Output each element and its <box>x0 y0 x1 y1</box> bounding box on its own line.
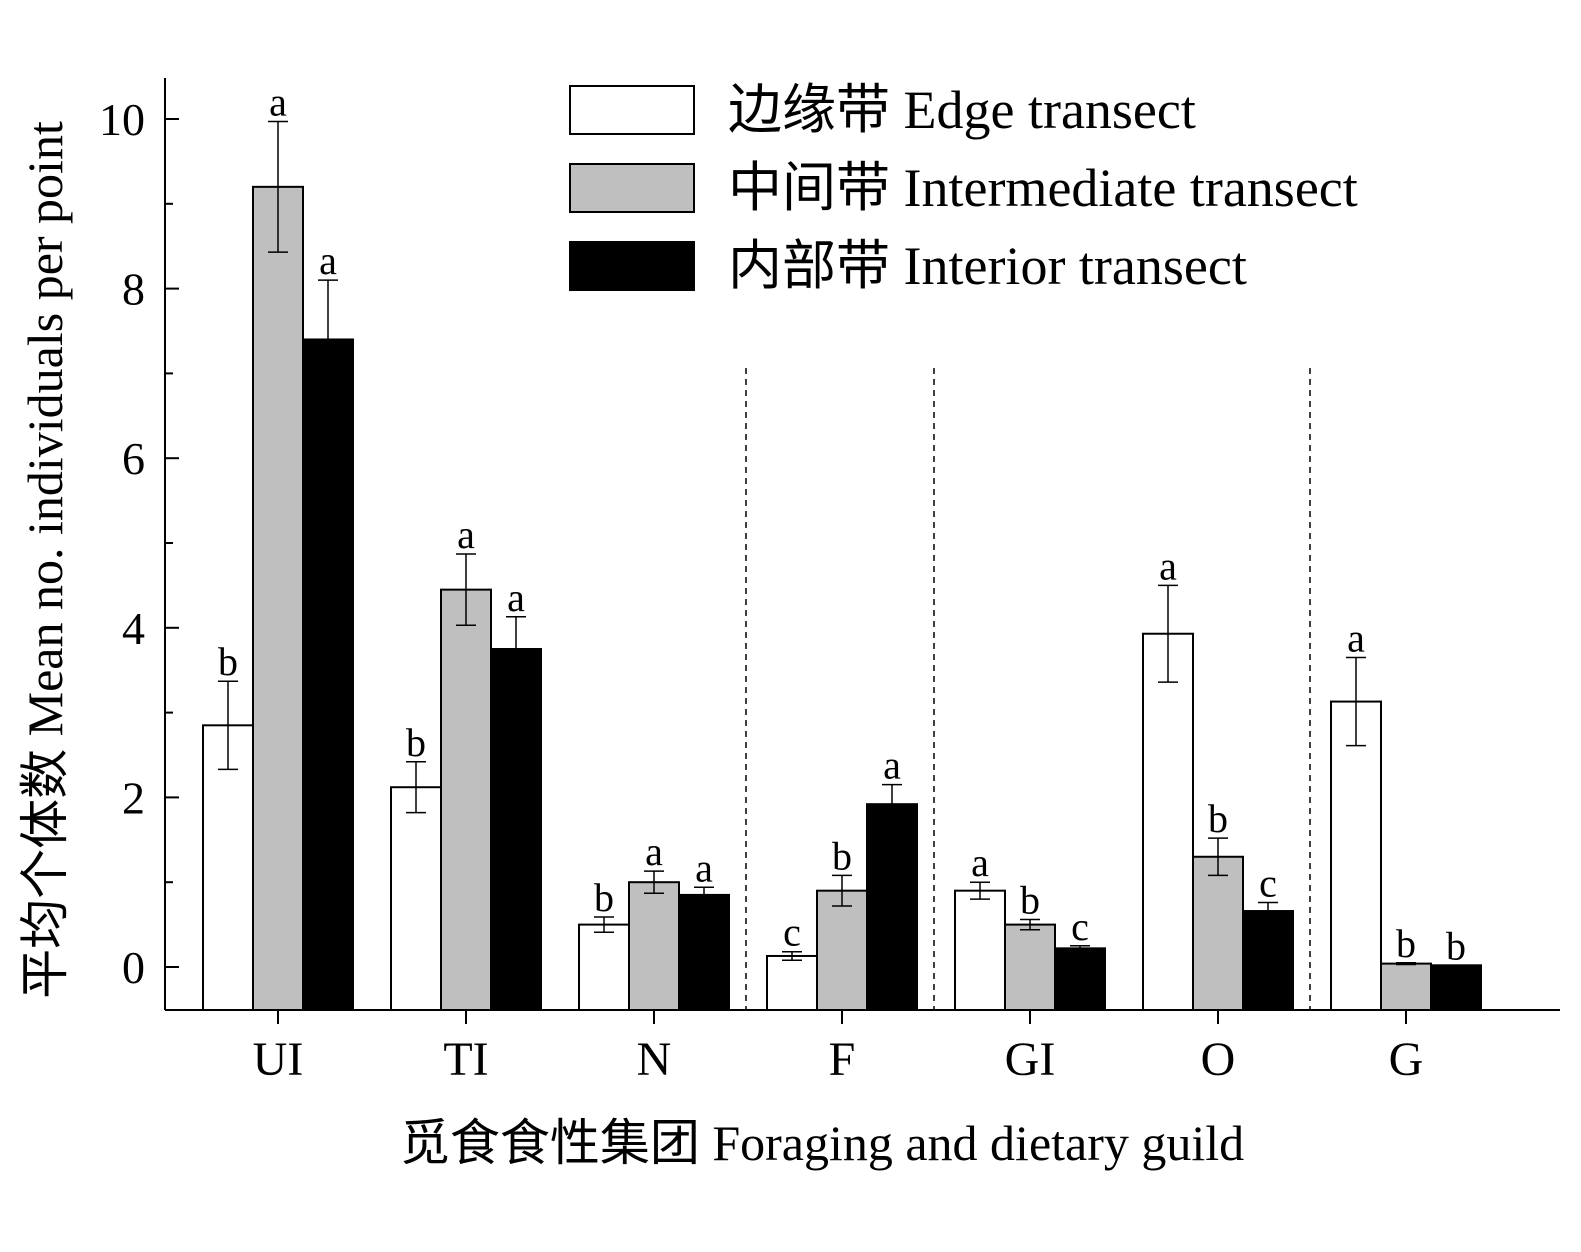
legend-swatch <box>569 85 695 135</box>
significance-label: a <box>971 840 989 885</box>
significance-label: a <box>507 575 525 620</box>
bar <box>766 954 818 1012</box>
x-tick-label: TI <box>443 1033 488 1086</box>
y-axis-title: 平均个体数 Mean no. individuals per point <box>17 121 73 999</box>
significance-label: a <box>645 829 663 874</box>
significance-label: b <box>832 833 852 878</box>
bar <box>866 803 918 1012</box>
bar <box>954 889 1006 1011</box>
legend-swatch <box>569 241 695 291</box>
significance-label: a <box>883 743 901 788</box>
significance-label: b <box>594 875 614 920</box>
legend: 边缘带 Edge transect 中间带 Intermediate transe… <box>569 80 1358 296</box>
y-tick-label: 0 <box>122 942 145 993</box>
legend-label: 中间带 Intermediate transect <box>728 158 1358 218</box>
x-tick-label: O <box>1201 1033 1236 1086</box>
significance-label: a <box>695 845 713 890</box>
x-axis-title: 觅食食性集团 Foraging and dietary guild <box>400 1115 1244 1171</box>
significance-label: b <box>1208 796 1228 841</box>
significance-label: a <box>319 238 337 283</box>
x-tick-label: N <box>637 1033 672 1086</box>
significance-label: b <box>1020 878 1040 923</box>
x-tick-label: GI <box>1005 1033 1056 1086</box>
bar <box>490 648 542 1011</box>
x-tick-label: G <box>1389 1033 1424 1086</box>
x-tick-label: F <box>829 1033 856 1086</box>
legend-label: 边缘带 Edge transect <box>728 80 1196 140</box>
bar <box>1242 910 1294 1011</box>
bar <box>628 881 680 1012</box>
y-tick-label: 10 <box>99 94 145 145</box>
x-tick-label: UI <box>253 1033 304 1086</box>
significance-label: c <box>783 910 801 955</box>
bar <box>1380 962 1432 1011</box>
bar <box>1142 632 1194 1012</box>
bar <box>1054 947 1106 1011</box>
bar <box>1004 923 1056 1011</box>
bar <box>1330 700 1382 1011</box>
bar <box>678 893 730 1011</box>
legend-label: 内部带 Interior transect <box>728 236 1247 296</box>
y-tick-label: 6 <box>122 433 145 484</box>
bar <box>302 338 354 1012</box>
significance-label: a <box>457 512 475 557</box>
bar <box>1430 964 1482 1012</box>
bar <box>578 923 630 1011</box>
group-dividers <box>745 368 1311 1010</box>
significance-label: b <box>1446 923 1466 968</box>
y-tick-label: 4 <box>122 603 145 654</box>
significance-label: a <box>1159 543 1177 588</box>
bar <box>252 185 304 1011</box>
bar <box>440 588 492 1011</box>
bar <box>816 889 868 1011</box>
bar <box>390 786 442 1011</box>
y-tick-label: 8 <box>122 264 145 315</box>
significance-label: b <box>406 720 426 765</box>
significance-label: b <box>1396 921 1416 966</box>
significance-label: a <box>269 80 287 125</box>
significance-label: b <box>218 639 238 684</box>
category-labels: UI TI N F GI O G <box>253 1010 1424 1086</box>
bar <box>1192 855 1244 1012</box>
significance-label: c <box>1259 861 1277 906</box>
significance-label: c <box>1071 904 1089 949</box>
y-tick-label: 2 <box>122 772 145 823</box>
legend-swatch <box>569 163 695 213</box>
significance-label: a <box>1347 615 1365 660</box>
